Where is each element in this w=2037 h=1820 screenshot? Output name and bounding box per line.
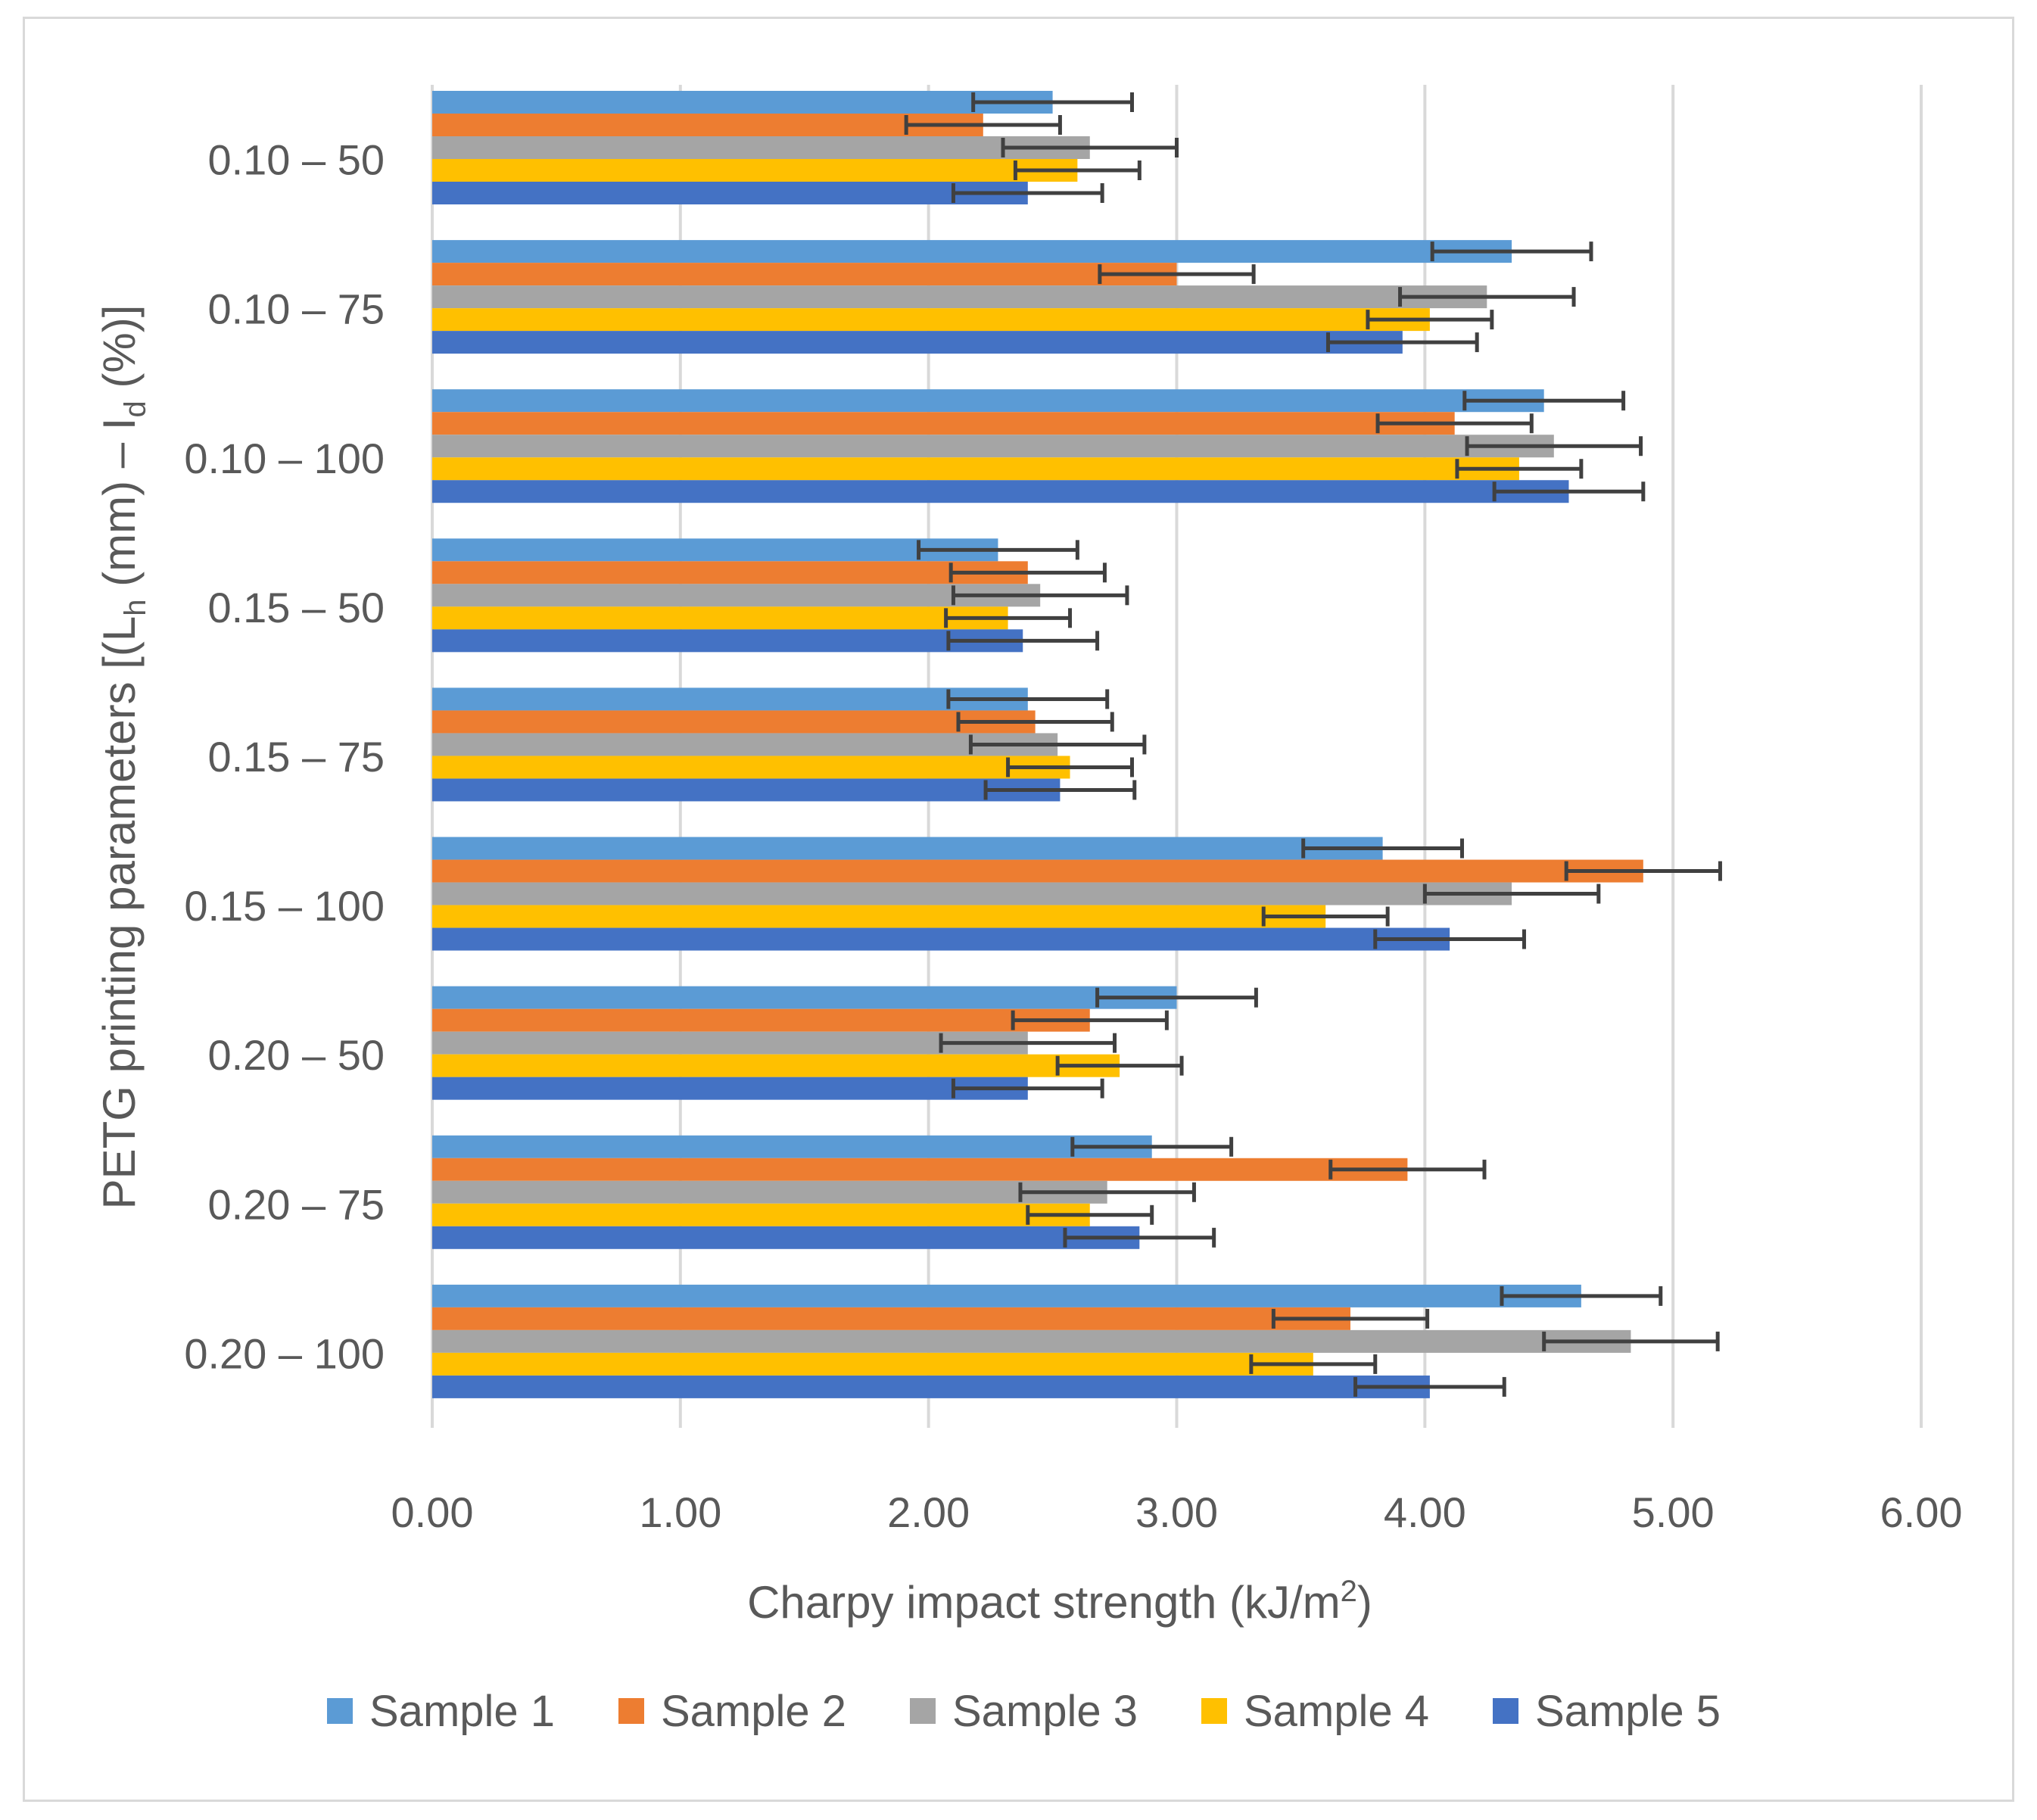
bar-sample-1 bbox=[432, 837, 1383, 860]
x-axis-title-main: Charpy impact strength (kJ/m bbox=[747, 1577, 1341, 1628]
bar-sample-5 bbox=[432, 1226, 1140, 1249]
legend-label: Sample 5 bbox=[1535, 1687, 1721, 1736]
bar-sample-4 bbox=[432, 1203, 1090, 1226]
y-tick-label: 0.15 – 50 bbox=[207, 584, 385, 631]
bar-sample-2 bbox=[432, 1158, 1408, 1181]
bar-sample-3 bbox=[432, 136, 1090, 159]
bar-sample-5 bbox=[432, 480, 1569, 503]
legend-swatch bbox=[1493, 1698, 1518, 1724]
y-tick-label: 0.10 – 100 bbox=[184, 435, 385, 482]
x-axis-title-end: ) bbox=[1357, 1577, 1372, 1628]
bar-sample-2 bbox=[432, 1307, 1350, 1330]
y-tick-labels: 0.10 – 50 0.10 – 75 0.10 – 100 0.15 – 50 0.1… bbox=[184, 136, 385, 1378]
bar-sample-3 bbox=[432, 882, 1512, 905]
y-tick-label: 0.15 – 100 bbox=[184, 882, 385, 930]
bar-sample-3 bbox=[432, 584, 1041, 607]
bar-sample-5 bbox=[432, 1077, 1028, 1100]
y-tick-label: 0.10 – 50 bbox=[207, 136, 385, 184]
bar-sample-1 bbox=[432, 1284, 1581, 1307]
legend: Sample 1 Sample 2 Sample 3 Sample 4 Sample 5 bbox=[327, 1687, 1721, 1736]
y-tick-label: 0.20 – 100 bbox=[184, 1329, 385, 1377]
bar-sample-4 bbox=[432, 756, 1070, 779]
bar-sample-5 bbox=[432, 778, 1061, 802]
bar-sample-4 bbox=[432, 606, 1008, 630]
legend-swatch bbox=[618, 1698, 644, 1724]
bar-sample-3 bbox=[432, 733, 1058, 756]
x-tick-label: 2.00 bbox=[887, 1488, 970, 1536]
bar-sample-2 bbox=[432, 710, 1036, 734]
bar-sample-1 bbox=[432, 538, 998, 562]
bar-sample-1 bbox=[432, 389, 1544, 413]
y-axis-title-sub2: d bbox=[119, 400, 152, 417]
x-axis-title-sup: 2 bbox=[1341, 1575, 1357, 1608]
x-tick-label: 0.00 bbox=[391, 1488, 474, 1536]
y-tick-label: 0.20 – 75 bbox=[207, 1180, 385, 1228]
bar-sample-1 bbox=[432, 240, 1512, 263]
y-axis-title: PETG printing parameters [(Lh (mm) – Id … bbox=[94, 305, 152, 1210]
y-tick-label: 0.20 – 50 bbox=[207, 1031, 385, 1079]
legend-swatch bbox=[327, 1698, 353, 1724]
x-tick-label: 5.00 bbox=[1632, 1488, 1715, 1536]
bar-sample-3 bbox=[432, 1031, 1028, 1055]
bar-sample-5 bbox=[432, 331, 1403, 354]
legend-label: Sample 3 bbox=[952, 1687, 1138, 1736]
bar-sample-5 bbox=[432, 629, 1023, 653]
bar-sample-4 bbox=[432, 308, 1430, 332]
bar-sample-4 bbox=[432, 1352, 1313, 1376]
legend-label: Sample 4 bbox=[1244, 1687, 1429, 1736]
legend-swatch bbox=[1201, 1698, 1227, 1724]
bar-sample-2 bbox=[432, 114, 983, 136]
bar-sample-4 bbox=[432, 905, 1326, 928]
y-tick-label: 0.10 – 75 bbox=[207, 285, 385, 333]
legend-label: Sample 2 bbox=[661, 1687, 846, 1736]
bar-sample-1 bbox=[432, 1135, 1152, 1158]
bar-sample-2 bbox=[432, 561, 1028, 584]
error-bars bbox=[904, 92, 1722, 1397]
y-axis-title-b: (mm) – I bbox=[94, 418, 145, 600]
bar-sample-4 bbox=[432, 159, 1078, 182]
bar-sample-3 bbox=[432, 285, 1487, 309]
x-tick-labels: 0.00 1.00 2.00 3.00 4.00 5.00 6.00 bbox=[391, 1488, 1963, 1536]
y-axis-title-c: (%)] bbox=[94, 305, 145, 401]
bar-sample-3 bbox=[432, 1329, 1631, 1353]
x-tick-label: 6.00 bbox=[1880, 1488, 1963, 1536]
bar-sample-1 bbox=[432, 91, 1053, 114]
bar-sample-5 bbox=[432, 182, 1028, 204]
y-axis-title-a: PETG printing parameters [(L bbox=[94, 616, 145, 1210]
bar-sample-4 bbox=[432, 457, 1519, 481]
bar-sample-5 bbox=[432, 927, 1450, 951]
bar-sample-5 bbox=[432, 1375, 1430, 1398]
x-axis-title: Charpy impact strength (kJ/m2) bbox=[747, 1575, 1372, 1628]
x-tick-label: 3.00 bbox=[1135, 1488, 1218, 1536]
bar-sample-1 bbox=[432, 986, 1177, 1009]
y-tick-label: 0.15 – 75 bbox=[207, 733, 385, 781]
bar-sample-2 bbox=[432, 1008, 1090, 1032]
bar-sample-2 bbox=[432, 263, 1177, 286]
bar-sample-4 bbox=[432, 1054, 1120, 1077]
bar-sample-2 bbox=[432, 859, 1643, 883]
legend-swatch bbox=[910, 1698, 936, 1724]
bar-sample-3 bbox=[432, 435, 1554, 458]
bars bbox=[432, 91, 1643, 1398]
bar-sample-1 bbox=[432, 687, 1028, 711]
legend-label: Sample 1 bbox=[369, 1687, 555, 1736]
bar-sample-3 bbox=[432, 1180, 1107, 1204]
bar-sample-2 bbox=[432, 412, 1455, 435]
x-tick-label: 1.00 bbox=[639, 1488, 721, 1536]
y-axis-title-sub1: h bbox=[119, 600, 152, 616]
x-tick-label: 4.00 bbox=[1384, 1488, 1466, 1536]
